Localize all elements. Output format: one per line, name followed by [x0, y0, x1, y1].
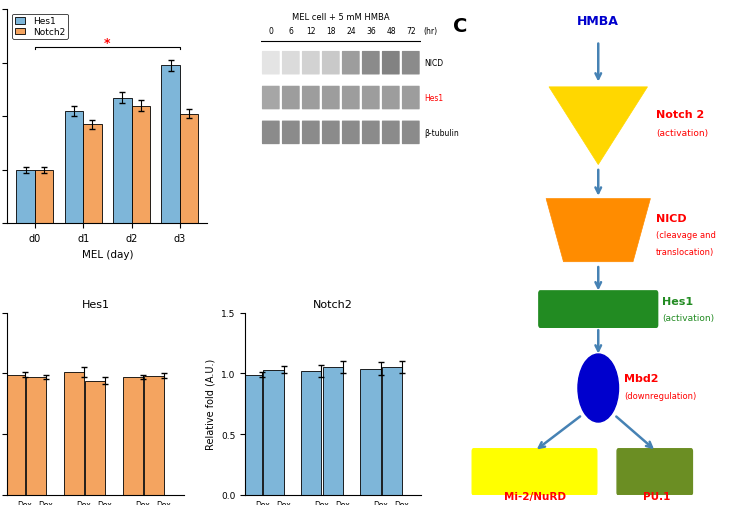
Text: 18: 18 — [327, 27, 336, 36]
FancyBboxPatch shape — [342, 52, 360, 75]
Bar — [26, 377, 46, 495]
Text: (downregulation): (downregulation) — [624, 391, 696, 400]
FancyBboxPatch shape — [302, 86, 319, 110]
FancyBboxPatch shape — [382, 52, 400, 75]
Circle shape — [578, 355, 618, 422]
Text: HMBA: HMBA — [577, 15, 619, 28]
FancyBboxPatch shape — [322, 52, 340, 75]
Bar — [4, 375, 24, 495]
Bar — [16, 171, 35, 224]
FancyBboxPatch shape — [473, 449, 597, 495]
FancyBboxPatch shape — [322, 121, 340, 145]
Text: *: * — [104, 36, 110, 49]
Title: Notch2: Notch2 — [314, 299, 353, 310]
Text: 48: 48 — [386, 27, 396, 36]
FancyBboxPatch shape — [362, 121, 380, 145]
Bar — [83, 125, 102, 224]
X-axis label: MEL (day): MEL (day) — [82, 249, 133, 259]
FancyBboxPatch shape — [402, 121, 420, 145]
Bar — [123, 377, 143, 495]
Bar — [322, 368, 343, 495]
Text: (activation): (activation) — [662, 314, 714, 322]
FancyBboxPatch shape — [302, 52, 319, 75]
Bar — [144, 376, 164, 495]
Bar — [161, 66, 180, 224]
Bar — [63, 373, 84, 495]
Text: Mbd2: Mbd2 — [624, 374, 659, 383]
FancyBboxPatch shape — [302, 121, 319, 145]
FancyBboxPatch shape — [362, 86, 380, 110]
Text: (hr): (hr) — [423, 27, 437, 36]
Bar — [301, 371, 322, 495]
Text: PU.1: PU.1 — [643, 491, 670, 501]
Text: MEL cell + 5 mM HMBA: MEL cell + 5 mM HMBA — [292, 13, 390, 22]
Text: β-tubulin: β-tubulin — [424, 129, 459, 137]
Text: 24: 24 — [347, 27, 356, 36]
FancyBboxPatch shape — [342, 121, 360, 145]
Text: Notch 2: Notch 2 — [657, 110, 704, 119]
Polygon shape — [546, 199, 651, 262]
Bar — [263, 370, 283, 495]
Bar — [113, 98, 132, 224]
Bar — [382, 368, 402, 495]
FancyBboxPatch shape — [322, 86, 340, 110]
Legend: Hes1, Notch2: Hes1, Notch2 — [12, 15, 68, 40]
FancyBboxPatch shape — [262, 52, 280, 75]
Text: 0: 0 — [269, 27, 274, 36]
Text: 36: 36 — [367, 27, 376, 36]
Text: 72: 72 — [406, 27, 416, 36]
FancyBboxPatch shape — [282, 52, 300, 75]
Text: Hes1: Hes1 — [662, 296, 693, 306]
Bar — [65, 112, 83, 224]
Text: C: C — [453, 17, 468, 36]
FancyBboxPatch shape — [402, 52, 420, 75]
FancyBboxPatch shape — [402, 86, 420, 110]
Y-axis label: Relative fold (A.U.): Relative fold (A.U.) — [205, 359, 216, 449]
FancyBboxPatch shape — [362, 52, 380, 75]
Text: 6: 6 — [289, 27, 294, 36]
Bar — [242, 375, 262, 495]
FancyBboxPatch shape — [539, 291, 658, 328]
Bar — [361, 369, 381, 495]
Text: Mi-2/NuRD: Mi-2/NuRD — [503, 491, 565, 501]
Text: NICD: NICD — [657, 214, 687, 224]
Text: 12: 12 — [307, 27, 316, 36]
FancyBboxPatch shape — [382, 86, 400, 110]
FancyBboxPatch shape — [342, 86, 360, 110]
Bar — [85, 381, 105, 495]
FancyBboxPatch shape — [382, 121, 400, 145]
Text: (activation): (activation) — [657, 129, 708, 138]
Bar — [132, 107, 150, 224]
Bar — [180, 115, 198, 224]
Text: Hes1: Hes1 — [424, 94, 443, 103]
Text: NICD: NICD — [424, 59, 443, 68]
FancyBboxPatch shape — [282, 121, 300, 145]
Polygon shape — [549, 88, 648, 165]
Text: translocation): translocation) — [657, 248, 715, 257]
Text: (cleavage and: (cleavage and — [657, 231, 716, 240]
FancyBboxPatch shape — [262, 86, 280, 110]
Title: Hes1: Hes1 — [82, 299, 110, 310]
Bar — [35, 171, 53, 224]
FancyBboxPatch shape — [282, 86, 300, 110]
FancyBboxPatch shape — [617, 449, 693, 495]
FancyBboxPatch shape — [262, 121, 280, 145]
